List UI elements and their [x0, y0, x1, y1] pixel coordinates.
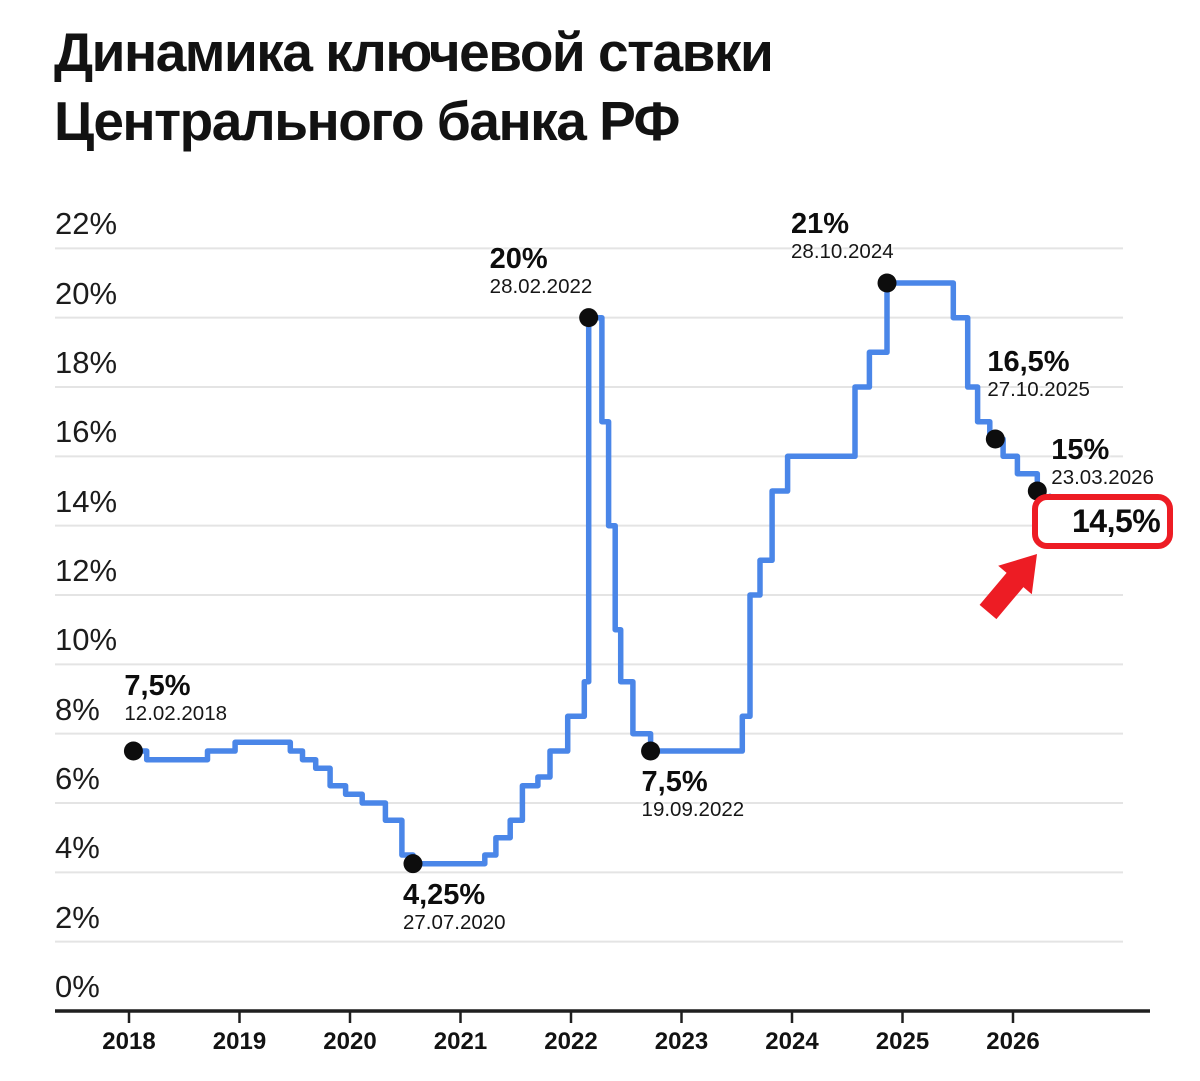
rate-marker [123, 741, 143, 761]
rate-marker [985, 429, 1005, 449]
annotation-date: 28.10.2024 [791, 240, 894, 264]
annotation-value: 7,5% [641, 765, 708, 798]
x-axis-label: 2020 [323, 1028, 377, 1055]
annotation-value: 4,25% [402, 878, 486, 911]
y-axis-label: 6% [55, 760, 100, 796]
annotation-value: 15% [1051, 433, 1110, 466]
annotation: 16,5% 27.10.2025 [987, 345, 1090, 402]
y-axis-label: 4% [55, 830, 100, 866]
rate-line [133, 280, 1046, 867]
annotation-date: 27.10.2025 [987, 378, 1090, 402]
rate-marker [579, 308, 599, 328]
y-axis-label: 2% [55, 899, 100, 935]
annotation: 7,5% 19.09.2022 [641, 765, 745, 822]
annotation-value: 21% [791, 207, 850, 240]
y-axis-label: 16% [55, 414, 118, 450]
y-axis-label: 14% [55, 483, 118, 519]
y-axis-label: 10% [55, 622, 118, 658]
rate-marker [641, 741, 661, 761]
x-axis-label: 2026 [986, 1028, 1040, 1055]
x-axis-label: 2025 [875, 1028, 930, 1055]
annotation: 15% 23.03.2026 [1051, 433, 1154, 490]
rate-marker [877, 273, 897, 293]
y-axis-label: 18% [55, 344, 118, 380]
annotation-date: 23.03.2026 [1051, 466, 1154, 490]
y-axis-label: 0% [55, 969, 100, 1004]
x-axis-label: 2022 [544, 1028, 598, 1055]
annotation-value: 7,5% [124, 669, 191, 702]
highlight-box: 14,5% [1032, 494, 1173, 549]
highlight-label: 14,5% [1072, 503, 1161, 539]
annotation-date: 19.09.2022 [641, 798, 745, 822]
x-axis-label: 2018 [102, 1028, 156, 1055]
arrow-icon [979, 554, 1037, 620]
chart-title-line1: Динамика ключевой ставки [54, 21, 774, 83]
annotation: 4,25% 27.07.2020 [402, 878, 506, 935]
chart-title-line2: Центрального банка РФ [54, 90, 680, 153]
y-axis-label: 22% [55, 206, 118, 242]
annotation-date: 27.07.2020 [402, 910, 506, 934]
annotation-date: 12.02.2018 [124, 702, 228, 726]
x-axis-label: 2021 [433, 1028, 488, 1055]
x-axis-label: 2024 [765, 1028, 819, 1055]
y-axis-label: 12% [55, 552, 118, 588]
annotation: 7,5% 12.02.2018 [124, 669, 228, 726]
x-axis-label: 2023 [654, 1028, 709, 1055]
annotation-value: 16,5% [987, 345, 1070, 378]
annotation-value: 20% [489, 242, 548, 275]
x-axis-label: 2019 [212, 1028, 267, 1055]
y-axis-label: 8% [55, 691, 100, 727]
annotation-date: 28.02.2022 [489, 274, 593, 298]
rate-marker [403, 854, 423, 874]
y-axis-label: 20% [55, 275, 118, 311]
chart-title: Динамика ключевой ставки Центрального ба… [54, 18, 774, 157]
annotation: 21% 28.10.2024 [791, 207, 894, 264]
annotation: 20% 28.02.2022 [489, 242, 593, 299]
